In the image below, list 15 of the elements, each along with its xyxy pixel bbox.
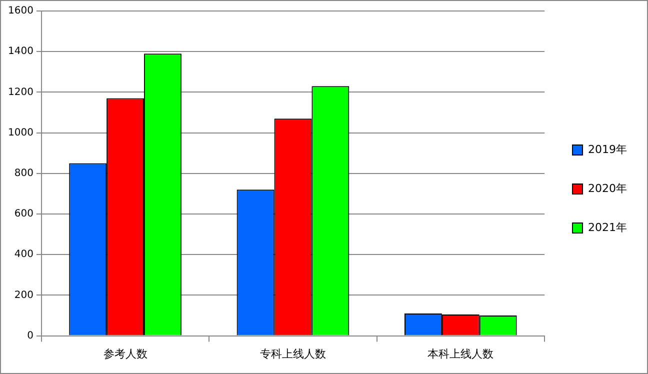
y-tick-label: 1200 [8, 86, 34, 98]
y-tick-label: 1400 [8, 46, 34, 58]
y-tick-label: 200 [14, 290, 34, 301]
legend-label: 2021年 [588, 220, 628, 234]
y-tick-label: 1600 [8, 6, 34, 17]
y-tick-label: 0 [27, 330, 34, 342]
y-tick-label: 1000 [8, 127, 34, 138]
x-tick-label: 参考人数 [103, 347, 148, 360]
y-tick-label: 800 [14, 168, 34, 179]
y-tick-label: 600 [14, 208, 34, 220]
y-tick-label: 400 [14, 249, 34, 260]
legend-label: 2019年 [588, 142, 628, 156]
x-tick-label: 本科上线人数 [428, 347, 494, 360]
legend-label: 2020年 [588, 182, 628, 195]
x-tick-label: 专科上线人数 [260, 347, 326, 360]
